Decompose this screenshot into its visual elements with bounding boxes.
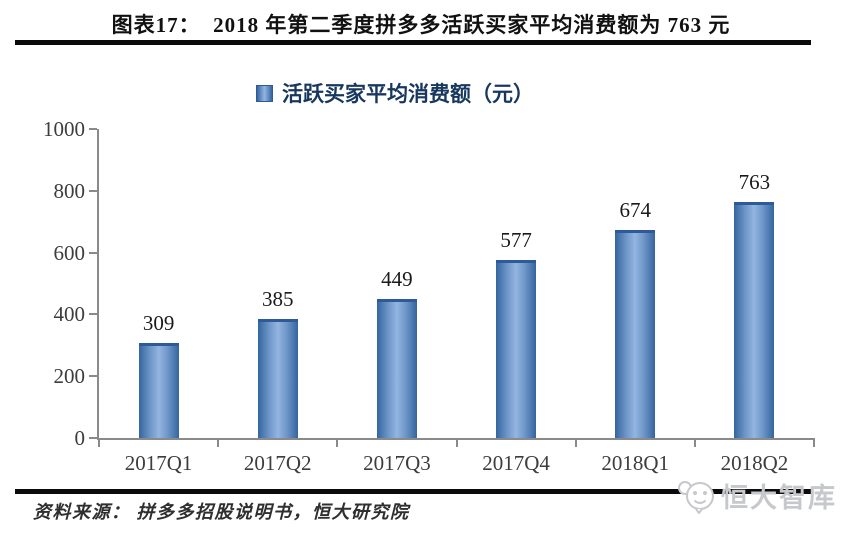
chart-legend: 活跃买家平均消费额（元） bbox=[256, 78, 534, 108]
x-axis-tick bbox=[98, 438, 100, 447]
x-axis-tick bbox=[217, 438, 220, 447]
bar-2017Q4 bbox=[496, 260, 537, 438]
x-axis-label: 2017Q2 bbox=[243, 451, 312, 475]
bar-value-label: 577 bbox=[500, 228, 532, 252]
bar-value-label: 449 bbox=[381, 267, 413, 291]
x-axis-label: 2018Q1 bbox=[601, 451, 670, 475]
y-axis-tick bbox=[89, 251, 97, 254]
page-title: 图表17： 2018 年第二季度拼多多活跃买家平均消费额为 763 元 bbox=[111, 13, 731, 37]
bar-value-label: 763 bbox=[738, 170, 771, 194]
x-axis-label: 2017Q3 bbox=[363, 451, 431, 475]
y-axis-tick bbox=[89, 189, 97, 192]
title-divider bbox=[15, 40, 811, 45]
x-axis-tick bbox=[693, 438, 696, 447]
bar-2017Q1 bbox=[138, 343, 179, 438]
bar-value-label: 309 bbox=[142, 311, 175, 335]
x-axis-tick bbox=[574, 438, 577, 447]
y-axis-tick bbox=[89, 128, 97, 130]
x-axis-tick bbox=[813, 438, 815, 447]
x-axis-label: 2017Q4 bbox=[482, 451, 550, 475]
bar-2017Q3 bbox=[376, 299, 417, 438]
bar-2017Q2 bbox=[257, 319, 298, 438]
legend-swatch bbox=[256, 84, 273, 102]
x-axis-tick bbox=[336, 438, 339, 447]
y-axis-tick-label: 800 bbox=[53, 178, 86, 203]
y-axis-tick-label: 600 bbox=[53, 240, 86, 265]
watermark-label: 恒大智库 bbox=[721, 483, 837, 513]
y-axis-tick bbox=[89, 375, 97, 378]
y-axis-tick-label: 400 bbox=[53, 302, 86, 327]
y-axis-tick-label: 0 bbox=[74, 426, 86, 450]
y-axis-tick-label: 1000 bbox=[43, 117, 85, 141]
footer-divider bbox=[15, 489, 811, 494]
plot-area: 0 200 400 600 800 1000 309 2017Q1 385 2017Q2 449 20… bbox=[43, 117, 815, 475]
bar-2018Q2 bbox=[734, 202, 775, 438]
y-axis-tick bbox=[89, 313, 97, 316]
x-axis-tick bbox=[455, 438, 458, 447]
x-axis-label: 2017Q1 bbox=[124, 451, 193, 475]
y-axis-tick-label: 200 bbox=[53, 364, 86, 389]
bar-value-label: 674 bbox=[619, 198, 651, 222]
mascot-icon bbox=[676, 478, 718, 514]
bar-value-label: 385 bbox=[261, 287, 294, 311]
publisher-watermark: 恒大智库 bbox=[676, 476, 837, 515]
bar-2018Q1 bbox=[615, 230, 656, 438]
x-axis-label: 2018Q2 bbox=[720, 451, 789, 475]
legend-label: 活跃买家平均消费额（元） bbox=[282, 82, 534, 106]
y-axis-tick bbox=[89, 437, 97, 439]
source-note: 资料来源： 拼多多招股说明书，恒大研究院 bbox=[33, 502, 410, 522]
